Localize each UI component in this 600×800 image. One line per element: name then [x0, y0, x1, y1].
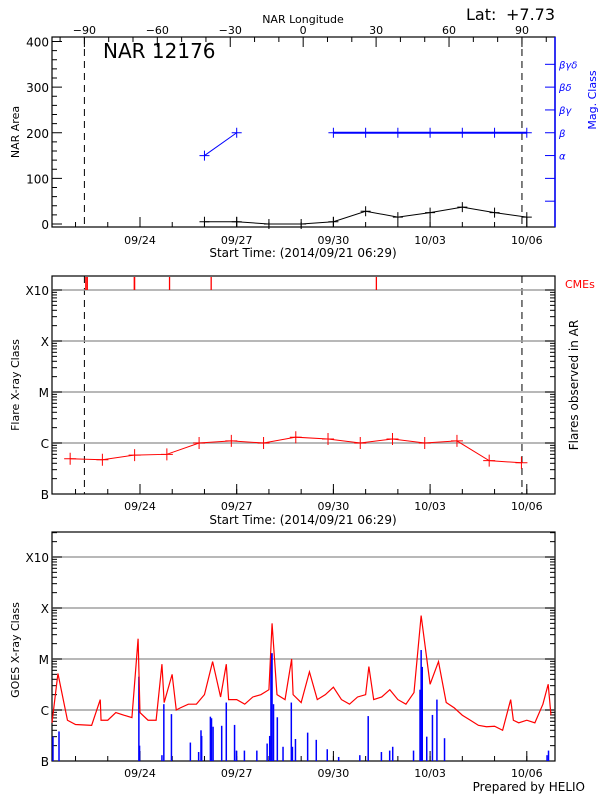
- y-tick-label: M: [39, 386, 49, 400]
- mag-class-point: [425, 127, 436, 138]
- mag-class-line: [204, 132, 237, 156]
- area-point: [521, 212, 532, 223]
- area-point: [199, 216, 210, 227]
- time-tick-label: 09/24: [124, 767, 156, 780]
- flare-point: [418, 437, 431, 449]
- time-tick-label: 09/24: [124, 234, 156, 247]
- goes-plot-frame: [51, 531, 556, 762]
- flare-point: [322, 432, 335, 445]
- mag-class-point: [360, 127, 371, 138]
- lat-value: +7.73: [506, 5, 555, 24]
- time-tick-label: 09/27: [221, 500, 253, 513]
- mag-class-point: [457, 127, 468, 138]
- longitude-tick-label: −60: [146, 24, 169, 37]
- mag-class-tick-label: βδ: [558, 83, 572, 94]
- mag-class-axis-title: Mag. Class: [586, 70, 599, 129]
- longitude-tick-label: −90: [73, 24, 96, 37]
- longitude-tick-label: 90: [515, 24, 529, 37]
- area-tick-label: 100: [26, 172, 49, 186]
- y-tick-label: B: [41, 755, 49, 769]
- time-tick-label: 09/30: [318, 767, 350, 780]
- area-point: [231, 216, 242, 227]
- longitude-tick-label: 0: [300, 24, 307, 37]
- flare-point: [354, 437, 367, 449]
- time-tick-label: 10/03: [414, 234, 446, 247]
- nar-area-axis-title: NAR Area: [9, 106, 22, 158]
- area-tick-label: 400: [26, 36, 49, 50]
- flare-class-axis-title: Flare X-ray Class: [9, 339, 22, 431]
- flare-point: [289, 431, 302, 444]
- mag-class-tick-label: α: [559, 152, 566, 163]
- time-tick-label: 10/06: [511, 234, 543, 247]
- lat-label: Lat:: [466, 5, 496, 24]
- longitude-tick-label: 30: [369, 24, 383, 37]
- area-point: [425, 207, 436, 218]
- area-tick-label: 0: [41, 218, 49, 232]
- flare-point: [450, 434, 463, 447]
- area-tick-label: 200: [26, 127, 49, 141]
- mag-class-point: [521, 127, 532, 138]
- mag-class-tick-label: β: [558, 129, 566, 140]
- mag-class-tick-label: βγ: [558, 106, 572, 117]
- y-tick-label: M: [39, 653, 49, 667]
- time-tick-label: 10/03: [414, 767, 446, 780]
- y-tick-label: C: [41, 704, 49, 718]
- y-tick-label: X10: [26, 284, 50, 298]
- flare-point: [515, 456, 528, 469]
- y-tick-label: C: [41, 437, 49, 451]
- mag-class-point: [231, 127, 242, 138]
- y-tick-label: X: [41, 335, 49, 349]
- flare-point: [64, 452, 77, 465]
- flare-point: [483, 454, 496, 467]
- area-point: [328, 216, 339, 227]
- time-tick-label: 10/03: [414, 500, 446, 513]
- flare-point: [160, 448, 173, 461]
- area-tick-label: 300: [26, 81, 49, 95]
- flare-plot-frame: [51, 275, 556, 495]
- goes-long-line: [51, 615, 552, 732]
- goes-class-axis-title: GOES X-ray Class: [9, 602, 22, 698]
- start-time-label-1: Start Time: (2014/09/21 06:29): [209, 246, 396, 260]
- flare-point: [193, 437, 206, 449]
- area-point: [392, 212, 403, 223]
- time-tick-label: 10/06: [511, 500, 543, 513]
- time-tick-label: 09/30: [318, 500, 350, 513]
- cmes-label: CMEs: [565, 278, 595, 291]
- start-time-label-2: Start Time: (2014/09/21 06:29): [209, 513, 396, 527]
- flare-point: [128, 449, 141, 462]
- mag-class-point: [328, 127, 339, 138]
- time-tick-label: 09/24: [124, 500, 156, 513]
- mag-class-point: [489, 127, 500, 138]
- y-tick-label: X10: [26, 551, 50, 565]
- flare-point: [96, 453, 109, 466]
- flare-point: [257, 437, 270, 449]
- mag-class-point: [199, 150, 210, 161]
- time-tick-label: 09/27: [221, 234, 253, 247]
- longitude-tick-label: 60: [442, 24, 456, 37]
- flares-observed-axis-title: Flares observed in AR: [567, 320, 581, 450]
- flare-point: [225, 434, 238, 447]
- region-title: NAR 12176: [103, 39, 216, 63]
- area-point: [489, 207, 500, 218]
- area-point: [457, 202, 468, 213]
- time-tick-label: 10/06: [511, 767, 543, 780]
- mag-class-tick-label: βγδ: [558, 60, 577, 71]
- area-point: [360, 206, 371, 217]
- time-tick-label: 09/27: [221, 767, 253, 780]
- longitude-tick-label: −30: [219, 24, 242, 37]
- flare-point: [386, 432, 399, 445]
- y-tick-label: X: [41, 602, 49, 616]
- area-point: [296, 219, 307, 229]
- credit-label: Prepared by HELIO: [473, 780, 585, 794]
- time-tick-label: 09/30: [318, 234, 350, 247]
- area-point: [263, 219, 274, 229]
- y-tick-label: B: [41, 488, 49, 502]
- mag-class-point: [392, 127, 403, 138]
- longitude-axis-title: NAR Longitude: [262, 13, 344, 26]
